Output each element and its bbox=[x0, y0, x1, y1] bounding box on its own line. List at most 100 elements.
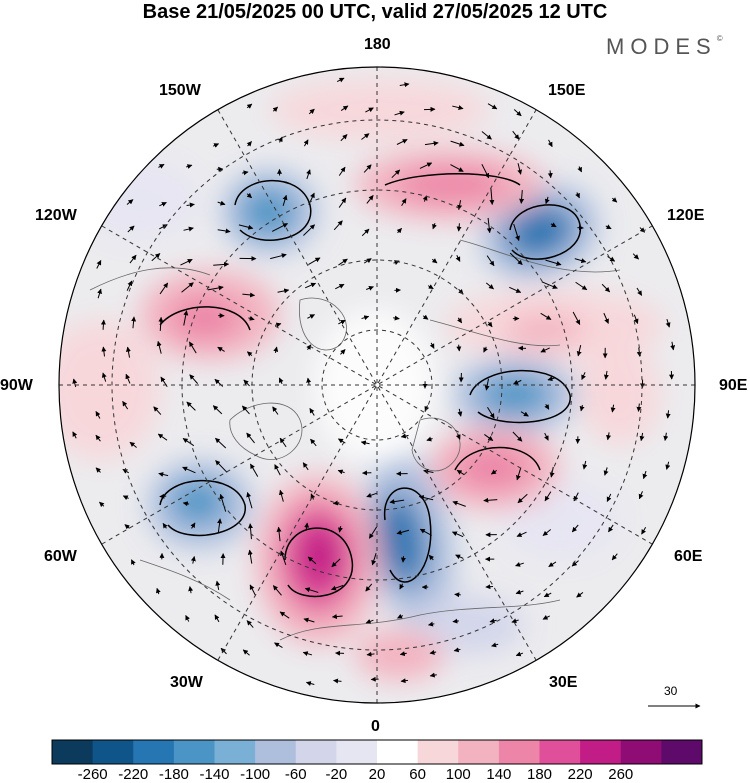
colorbar-swatch bbox=[458, 740, 500, 764]
wind-vector bbox=[333, 220, 343, 231]
wind-vector bbox=[340, 105, 349, 111]
wind-vector bbox=[642, 470, 648, 480]
wind-vector bbox=[422, 314, 429, 320]
wind-vector bbox=[127, 225, 135, 233]
wind-vector bbox=[156, 340, 162, 354]
wind-vector bbox=[279, 437, 287, 448]
wind-vector bbox=[389, 499, 405, 505]
wind-vector bbox=[545, 259, 562, 266]
wind-vector bbox=[513, 223, 520, 242]
lon-label-60w: 60W bbox=[44, 548, 77, 565]
wind-vector bbox=[419, 162, 433, 169]
wind-vector bbox=[450, 140, 465, 147]
wind-vector bbox=[549, 466, 555, 478]
wind-vector bbox=[455, 255, 461, 262]
wind-vector bbox=[181, 282, 194, 293]
wind-vector bbox=[217, 346, 225, 352]
wind-vector bbox=[304, 587, 319, 593]
wind-vector bbox=[581, 372, 586, 381]
wind-vector bbox=[427, 284, 434, 290]
wind-vector bbox=[419, 528, 432, 536]
wind-vector bbox=[217, 200, 226, 206]
wind-vector bbox=[361, 315, 370, 321]
colorbar-tick-label: 180 bbox=[526, 766, 553, 783]
wind-vector bbox=[186, 401, 196, 411]
wind-vector bbox=[516, 531, 527, 537]
wind-vector bbox=[335, 283, 345, 290]
lon-label-180: 180 bbox=[364, 36, 391, 53]
wind-vector bbox=[100, 319, 106, 330]
wind-vector bbox=[215, 460, 228, 473]
wind-vector bbox=[282, 194, 288, 206]
wind-vector bbox=[515, 589, 524, 595]
wind-vector bbox=[397, 613, 404, 619]
wind-vector bbox=[512, 130, 520, 140]
wind-vector bbox=[190, 556, 196, 564]
wind-vector bbox=[337, 469, 345, 475]
wind-vector bbox=[338, 258, 348, 266]
wind-vector bbox=[308, 192, 315, 205]
wind-vector bbox=[340, 134, 348, 142]
wind-vector bbox=[338, 319, 346, 325]
wind-vector bbox=[456, 223, 462, 232]
wind-vector bbox=[638, 491, 644, 500]
colorbar-tick-label: -260 bbox=[77, 766, 108, 783]
wind-vector bbox=[246, 103, 253, 109]
wind-vector bbox=[305, 282, 317, 289]
wind-vector bbox=[490, 469, 498, 475]
wind-vector bbox=[484, 434, 494, 441]
colorbar-swatch bbox=[52, 740, 94, 764]
wind-vector bbox=[605, 224, 612, 230]
wind-vector bbox=[611, 197, 618, 203]
colorbar-tick-label: 140 bbox=[486, 766, 512, 783]
wind-vector bbox=[215, 437, 227, 449]
wind-vector bbox=[571, 560, 579, 567]
wind-vector bbox=[248, 523, 253, 540]
wind-vector bbox=[303, 139, 309, 147]
wind-vector bbox=[340, 349, 346, 355]
colorbar-tick-label: 220 bbox=[567, 766, 593, 783]
wind-vector bbox=[361, 228, 370, 237]
lon-label-150e: 150E bbox=[548, 82, 586, 99]
lon-label-90w: 90W bbox=[0, 377, 33, 394]
wind-vector bbox=[485, 584, 494, 590]
wind-vector bbox=[579, 404, 585, 412]
wind-vector bbox=[487, 406, 495, 419]
wind-vector bbox=[310, 493, 316, 500]
wind-vector bbox=[608, 524, 614, 533]
colorbar-tick-label: -100 bbox=[240, 766, 271, 783]
wind-vector bbox=[72, 431, 78, 439]
wind-vector bbox=[220, 647, 227, 655]
wind-vector bbox=[396, 529, 410, 535]
reference-vector-value: 30 bbox=[664, 684, 678, 698]
wind-vector bbox=[632, 253, 639, 260]
wind-vector bbox=[571, 524, 579, 533]
wind-vector bbox=[610, 404, 616, 413]
wind-vector bbox=[310, 438, 317, 447]
wind-vector bbox=[241, 405, 250, 415]
wind-vector bbox=[242, 292, 256, 298]
wind-vector bbox=[489, 618, 497, 624]
wind-vector bbox=[302, 651, 313, 657]
wind-vector bbox=[601, 283, 611, 293]
wind-vector bbox=[548, 561, 557, 568]
wind-vector bbox=[485, 282, 494, 290]
wind-vector bbox=[129, 254, 137, 264]
wind-vector bbox=[540, 347, 550, 353]
wind-vector bbox=[455, 433, 461, 440]
graticule bbox=[59, 67, 695, 703]
wind-vector bbox=[547, 139, 553, 148]
wind-vector bbox=[278, 377, 284, 385]
wind-vector bbox=[215, 580, 221, 590]
wind-vector bbox=[306, 169, 311, 180]
wind-vector bbox=[129, 441, 137, 448]
wind-vector bbox=[183, 226, 194, 232]
colorbar-swatch bbox=[92, 740, 134, 764]
wind-vector bbox=[182, 501, 190, 507]
colorbar-tick-label: 100 bbox=[445, 766, 471, 783]
wind-vector bbox=[663, 432, 669, 441]
lon-label-0: 0 bbox=[371, 718, 380, 735]
wind-vector bbox=[401, 198, 407, 207]
wind-vector bbox=[337, 526, 343, 533]
lon-label-120e: 120E bbox=[667, 207, 705, 224]
